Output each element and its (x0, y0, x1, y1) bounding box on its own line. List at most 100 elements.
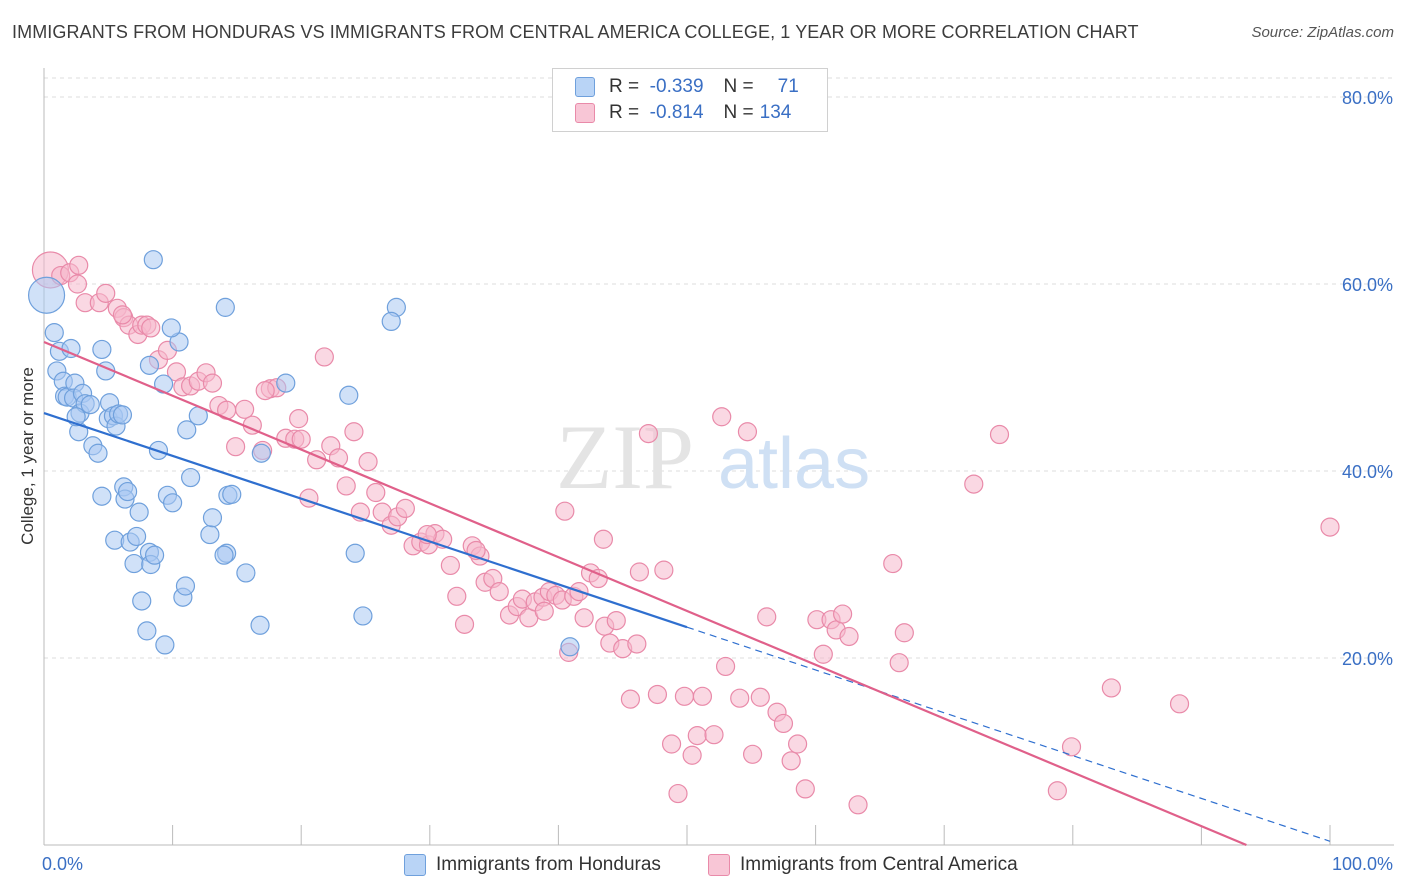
data-point (202, 373, 223, 393)
data-point (787, 734, 808, 754)
data-point (202, 508, 223, 528)
legend-n-value: 134 (759, 102, 792, 123)
data-point (289, 409, 309, 429)
data-point (222, 484, 242, 504)
central-america-points (31, 251, 1340, 815)
data-point (1169, 694, 1190, 714)
data-point (692, 686, 713, 706)
data-point (336, 476, 356, 496)
data-point (80, 395, 100, 415)
data-point (344, 422, 364, 442)
data-point (236, 563, 256, 583)
data-point (395, 498, 415, 518)
y-tick-label: 20.0% (1342, 649, 1393, 669)
data-point (534, 601, 554, 621)
data-point (593, 529, 614, 549)
legend-r-value: -0.814 (649, 102, 704, 123)
data-point (795, 779, 815, 799)
data-point (44, 323, 64, 343)
data-point (358, 452, 378, 472)
data-point (682, 745, 702, 765)
data-point (226, 437, 246, 457)
data-point (629, 562, 650, 582)
data-point (155, 635, 175, 655)
data-point (124, 553, 144, 574)
bottom-legend-label-central-america: Immigrants from Central America (740, 854, 1018, 875)
data-point (92, 339, 112, 360)
data-point (215, 297, 235, 317)
data-point (255, 380, 275, 401)
data-point (117, 481, 138, 502)
data-point (339, 385, 359, 405)
data-point (69, 255, 89, 275)
data-point (1061, 737, 1082, 757)
data-point (139, 355, 160, 375)
data-point (750, 687, 770, 707)
bottom-legend-swatch-honduras (404, 854, 426, 876)
data-point (1101, 678, 1121, 698)
data-point (606, 610, 626, 631)
watermark-zip: ZIP (556, 406, 694, 508)
tick-labels: 20.0% 40.0% 60.0% 80.0% 0.0% 100.0% (42, 88, 1393, 874)
data-point (704, 725, 724, 745)
bottom-legend-central-america: Immigrants from Central America (708, 852, 1018, 878)
data-point (839, 626, 859, 647)
data-point (144, 545, 165, 565)
bottom-legend-swatch-central-america (708, 854, 730, 876)
data-point (291, 429, 311, 449)
y-tick-label: 60.0% (1342, 275, 1393, 295)
data-point (989, 424, 1010, 445)
data-point (27, 276, 66, 314)
watermark: ZIP atlas (556, 406, 870, 508)
y-tick-label: 40.0% (1342, 462, 1393, 482)
data-point (345, 543, 365, 563)
data-point (235, 399, 255, 419)
legend-r-label: R = (609, 76, 640, 97)
data-point (647, 684, 668, 705)
data-point (181, 467, 201, 488)
data-point (715, 656, 736, 677)
data-point (276, 373, 296, 393)
data-point (1047, 781, 1067, 801)
data-point (730, 688, 750, 708)
data-point (833, 604, 853, 624)
data-point (574, 608, 594, 628)
data-point (1320, 517, 1340, 537)
data-point (712, 407, 732, 427)
data-point (737, 422, 758, 442)
data-point (366, 482, 386, 503)
data-point (627, 634, 647, 654)
x-tick-label: 0.0% (42, 854, 83, 874)
data-point (200, 524, 220, 545)
data-point (813, 644, 833, 664)
source-label: Source: ZipAtlas.com (1251, 24, 1394, 41)
data-point (560, 637, 580, 657)
axes (43, 68, 1394, 846)
data-point (447, 586, 467, 606)
data-point (454, 614, 475, 634)
legend-swatch-honduras (575, 77, 595, 97)
data-point (654, 560, 674, 580)
data-point (137, 621, 157, 641)
bottom-legend-label-honduras: Immigrants from Honduras (436, 854, 661, 875)
bottom-legend-honduras: Immigrants from Honduras (404, 852, 661, 878)
legend-n-value: 71 (777, 76, 799, 97)
y-tick-label: 80.0% (1342, 88, 1393, 108)
trend-line-central-america (43, 340, 1247, 847)
legend-r-label: R = (609, 102, 640, 123)
data-point (742, 744, 763, 764)
legend-n-label: N = (723, 102, 754, 123)
data-point (141, 318, 161, 338)
data-point (353, 606, 373, 626)
data-point (88, 443, 108, 463)
data-point (668, 783, 688, 804)
data-point (964, 474, 984, 494)
data-point (112, 405, 133, 425)
data-point (143, 250, 163, 270)
correlation-legend: R = -0.339 N = 71 R = -0.814 N = 134 (552, 68, 828, 132)
data-point (687, 726, 707, 746)
trend-line-honduras (43, 411, 688, 629)
data-point (250, 615, 270, 635)
data-point (132, 591, 152, 611)
